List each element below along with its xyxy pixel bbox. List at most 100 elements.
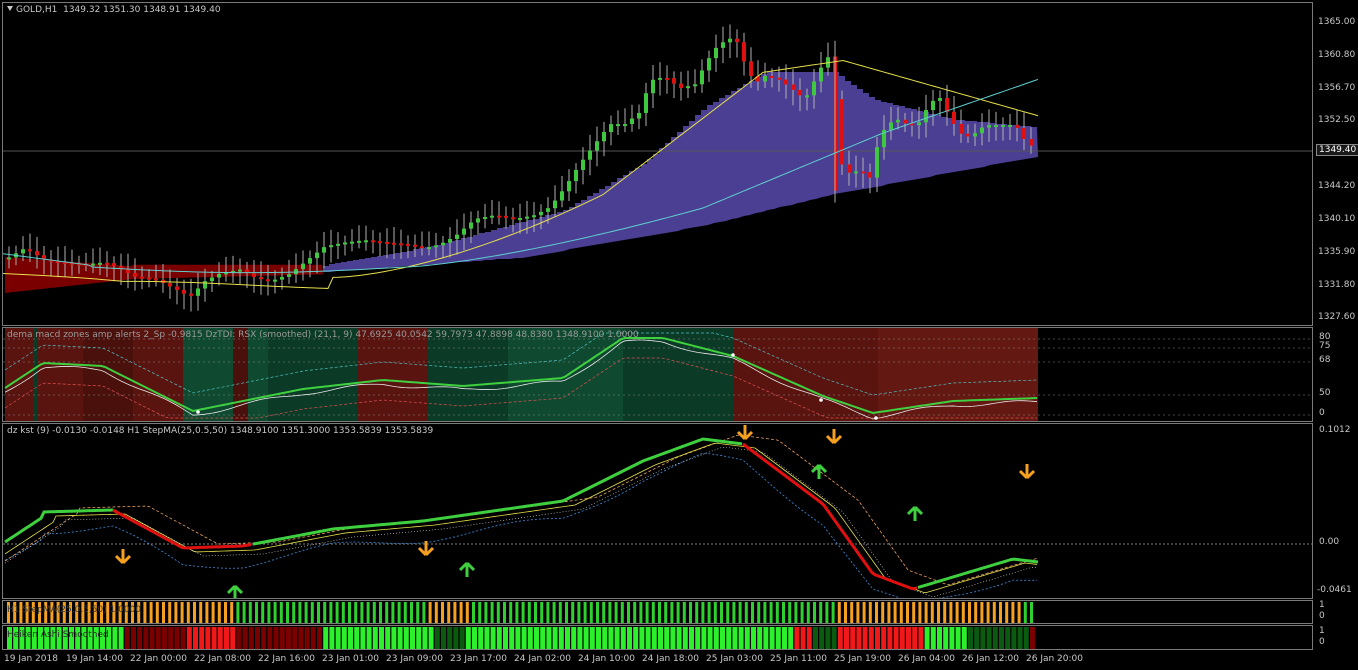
heiken-bar — [875, 627, 880, 649]
stepma-bar — [676, 602, 680, 623]
heiken-bar — [738, 627, 744, 649]
price-scale[interactable]: 1365.001360.801356.701352.501348.401344.… — [1314, 2, 1358, 326]
heiken-bar — [1023, 627, 1029, 649]
candle-body — [854, 171, 858, 174]
heiken-bar — [416, 627, 422, 649]
stepma-bar — [155, 602, 159, 623]
collapse-triangle-icon[interactable] — [7, 6, 13, 11]
heiken-bar — [695, 627, 701, 649]
time-axis-label: 19 Jan 14:00 — [66, 654, 123, 664]
tdi-indicator-pane[interactable]: dema macd zones amp alerts 2_Sp -0.9815 … — [2, 327, 1313, 422]
stepma-bar — [769, 602, 773, 623]
price-chart-pane[interactable]: GOLD,H1 1349.32 1351.30 1348.91 1349.40 — [2, 2, 1313, 326]
stepma-bar — [534, 602, 537, 623]
heiken-bar — [124, 627, 130, 649]
kst-white-dotted — [4, 446, 1038, 597]
heiken-bar — [100, 627, 105, 649]
heiken-bar — [472, 627, 477, 649]
time-axis[interactable]: 19 Jan 2018 19 Jan 14:00 22 Jan 00:00 22 Ja… — [2, 651, 1313, 670]
heiken-bar — [856, 627, 862, 649]
candle-body — [392, 242, 396, 245]
down-arrow-icon — [417, 541, 435, 557]
heiken-bar — [93, 627, 99, 649]
candle-body — [945, 98, 949, 112]
candle-body — [539, 211, 543, 216]
stepma-bar — [720, 602, 723, 623]
heiken-bar — [478, 627, 484, 649]
candle-body — [616, 124, 620, 127]
candle-body — [224, 272, 228, 275]
heiken-bar — [56, 627, 62, 649]
kst-scale: 0.1012 0.00 -0.0461 — [1314, 423, 1358, 599]
candle-body — [322, 247, 326, 253]
down-arrow-icon — [114, 549, 132, 565]
candle-body — [490, 215, 494, 218]
kst-green-line — [917, 557, 1039, 589]
stepma-bar — [589, 602, 593, 623]
stepma-bar — [459, 602, 463, 623]
heiken-bar — [81, 627, 87, 649]
candle-body — [21, 249, 25, 254]
candle-body — [553, 200, 557, 209]
heiken-bar — [186, 627, 192, 649]
tdi-canvas — [3, 328, 1312, 421]
heiken-bar-pane[interactable]: Heiken Ashi Smoothed — [2, 625, 1313, 650]
tdi-dot — [196, 410, 200, 414]
candle-body — [126, 269, 130, 273]
symbol-header: GOLD,H1 1349.32 1351.30 1348.91 1349.40 — [7, 5, 221, 15]
stepma-bar — [304, 602, 308, 623]
heiken-bar — [335, 627, 341, 649]
stepma-bar — [31, 602, 35, 623]
heiken-bar — [304, 627, 310, 649]
heiken-bar — [19, 627, 25, 649]
candle-body — [259, 277, 263, 280]
candle-body — [623, 124, 627, 127]
heiken-bar — [788, 627, 794, 649]
heiken-bar — [230, 627, 236, 649]
heiken-bar — [850, 627, 856, 649]
stepma-bar — [825, 602, 829, 623]
stepma-bar-pane[interactable]: H1 StepMA(25,0.5,50) 1.0000 — [2, 600, 1313, 624]
stepma-bar — [224, 602, 227, 623]
tdi-dot — [874, 416, 878, 420]
stepma-bar — [503, 602, 506, 623]
heiken-bar — [1017, 627, 1023, 649]
stepma-bar — [974, 602, 978, 623]
candle-body — [595, 141, 599, 151]
heiken-bar — [273, 627, 279, 649]
stepma-bar — [397, 602, 401, 623]
heiken-bar — [484, 627, 490, 649]
heiken-bar — [143, 627, 149, 649]
stepma-bar — [180, 602, 184, 623]
candle-body — [483, 217, 487, 220]
candle-body — [273, 279, 277, 282]
heiken-bar-title: Heiken Ashi Smoothed — [7, 630, 109, 640]
kst-indicator-pane[interactable]: dz kst (9) -0.0130 -0.0148 H1 StepMA(25,… — [2, 423, 1313, 599]
time-axis-label: 25 Jan 11:00 — [770, 654, 827, 664]
heiken-bar — [620, 627, 626, 649]
heiken-bar — [943, 627, 949, 649]
stepma-bar — [992, 602, 996, 623]
stepma-bar — [168, 602, 172, 623]
stepma-bar — [478, 602, 482, 623]
stepma-bar — [744, 602, 748, 623]
heiken-bar — [131, 627, 136, 649]
bearish-cloud — [5, 257, 323, 294]
candle-body — [735, 38, 739, 43]
heiken-bar — [614, 627, 620, 649]
stepma-bar — [62, 602, 66, 623]
kst-red-line — [112, 508, 252, 550]
heiken-bar — [459, 627, 465, 649]
candle-body — [938, 98, 942, 101]
heiken-bar — [329, 627, 335, 649]
candle-body — [714, 47, 718, 59]
stepma-bar — [763, 602, 767, 623]
heiken-bar — [968, 627, 973, 649]
candle-body — [91, 263, 95, 266]
candle-body — [189, 293, 193, 296]
current-price-tag: 1349.40 — [1316, 144, 1358, 156]
heiken-bar — [503, 627, 508, 649]
tdi-zone — [508, 328, 623, 421]
stepma-bar — [391, 602, 395, 623]
candle-body — [140, 276, 144, 279]
